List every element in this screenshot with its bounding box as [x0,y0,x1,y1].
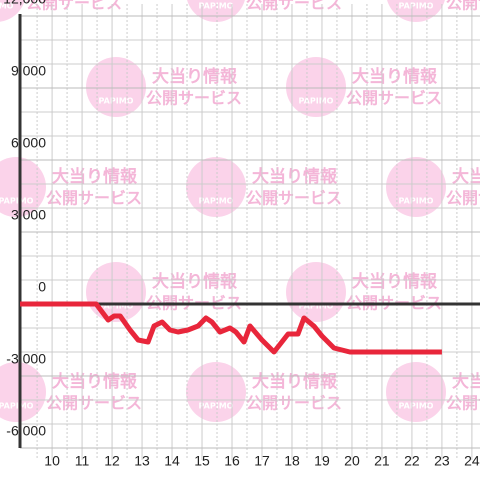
watermark-logo: PAPIMO [299,302,334,311]
watermarks: PAPIMO大当り情報公開サービスPAPIMO大当り情報公開サービスPAPIMO… [0,0,480,422]
watermark-circle [286,262,346,322]
watermark-text: 公開サービス [46,189,142,208]
watermark-text: 大当り情報 [452,166,480,187]
watermark-text: 大当り情報 [252,166,338,187]
watermark-logo: PAPIMO [0,2,14,11]
x-tick-label: 11 [75,453,90,469]
watermark-text: 公開サービス [446,189,480,208]
watermark-circle [186,157,246,217]
watermark-text: 公開サービス [346,89,442,108]
watermark-logo: PAPIMO [0,197,34,206]
x-tick-label: 24 [464,453,480,469]
watermark-logo: PAPIMO [199,197,234,206]
y-tick-label: 12,000 [3,0,46,7]
watermark-text: 大当り情報 [52,166,138,187]
grid: 10 11 12 13 14 15 16 17 18 19 20 21 22 23 24 -6,000 -3,0… [3,0,480,469]
x-tick-label: 23 [434,453,450,469]
x-tick-label: 14 [164,453,180,469]
x-tick-label: 18 [284,453,300,469]
watermark-text: 公開サービス [246,0,342,13]
x-tick-label: 19 [314,453,330,469]
watermark-text: 大当り情報 [152,271,238,292]
watermark-circle [86,57,146,117]
x-tick-label: 15 [194,453,210,469]
x-tick-label: 20 [344,453,360,469]
watermark-logo: PAPIMO [399,402,434,411]
watermark-text: 公開サービス [46,394,142,413]
x-tick-label: 21 [374,453,390,469]
x-tick-label: 12 [104,453,120,469]
watermark-circle [0,362,46,422]
y-tick-label: 0 [38,279,46,295]
x-tick-label: 17 [254,453,270,469]
watermark-circle [386,362,446,422]
watermark-logo: PAPIMO [0,402,34,411]
watermark-text: 公開サービス [246,394,342,413]
watermark-text: 大当り情報 [52,371,138,392]
watermark-circle [86,262,146,322]
y-tick-label: 6,000 [11,135,46,151]
watermark-text: 大当り情報 [352,271,438,292]
watermark-logo: PAPIMO [99,302,134,311]
watermark-circle [0,157,46,217]
watermark-text: 大当り情報 [452,371,480,392]
x-tick-label: 16 [224,453,240,469]
x-tick-label: 13 [134,453,150,469]
y-tick-label: -3,000 [6,351,46,367]
watermark-text: 大当り情報 [352,66,438,87]
watermark-text: 公開サービス [26,0,122,13]
watermark-text: 公開サービス [246,189,342,208]
watermark-logo: PAPIMO [399,197,434,206]
watermark-logo: PAPIMO [199,402,234,411]
watermark-logo: PAPIMO [399,2,434,11]
watermark-circle [286,57,346,117]
x-tick-label: 22 [404,453,420,469]
y-tick-label: 3,000 [11,207,46,223]
watermark-logo: PAPIMO [299,97,334,106]
watermark-circle [186,362,246,422]
plot [20,301,442,355]
watermark-text: 公開サービス [446,394,480,413]
y-tick-label: -6,000 [6,423,46,439]
watermark-text: 公開サービス [146,89,242,108]
watermark-text: 公開サービス [446,0,480,13]
line [20,301,442,355]
watermark-circle [0,0,25,22]
watermark-circle [386,157,446,217]
watermark-logo: PAPIMO [199,2,234,11]
watermark-text: 大当り情報 [252,371,338,392]
x-tick-label: 10 [44,453,60,469]
watermark-text: 大当り情報 [152,66,238,87]
y-tick-label: 9,000 [11,63,46,79]
watermark-logo: PAPIMO [99,97,134,106]
